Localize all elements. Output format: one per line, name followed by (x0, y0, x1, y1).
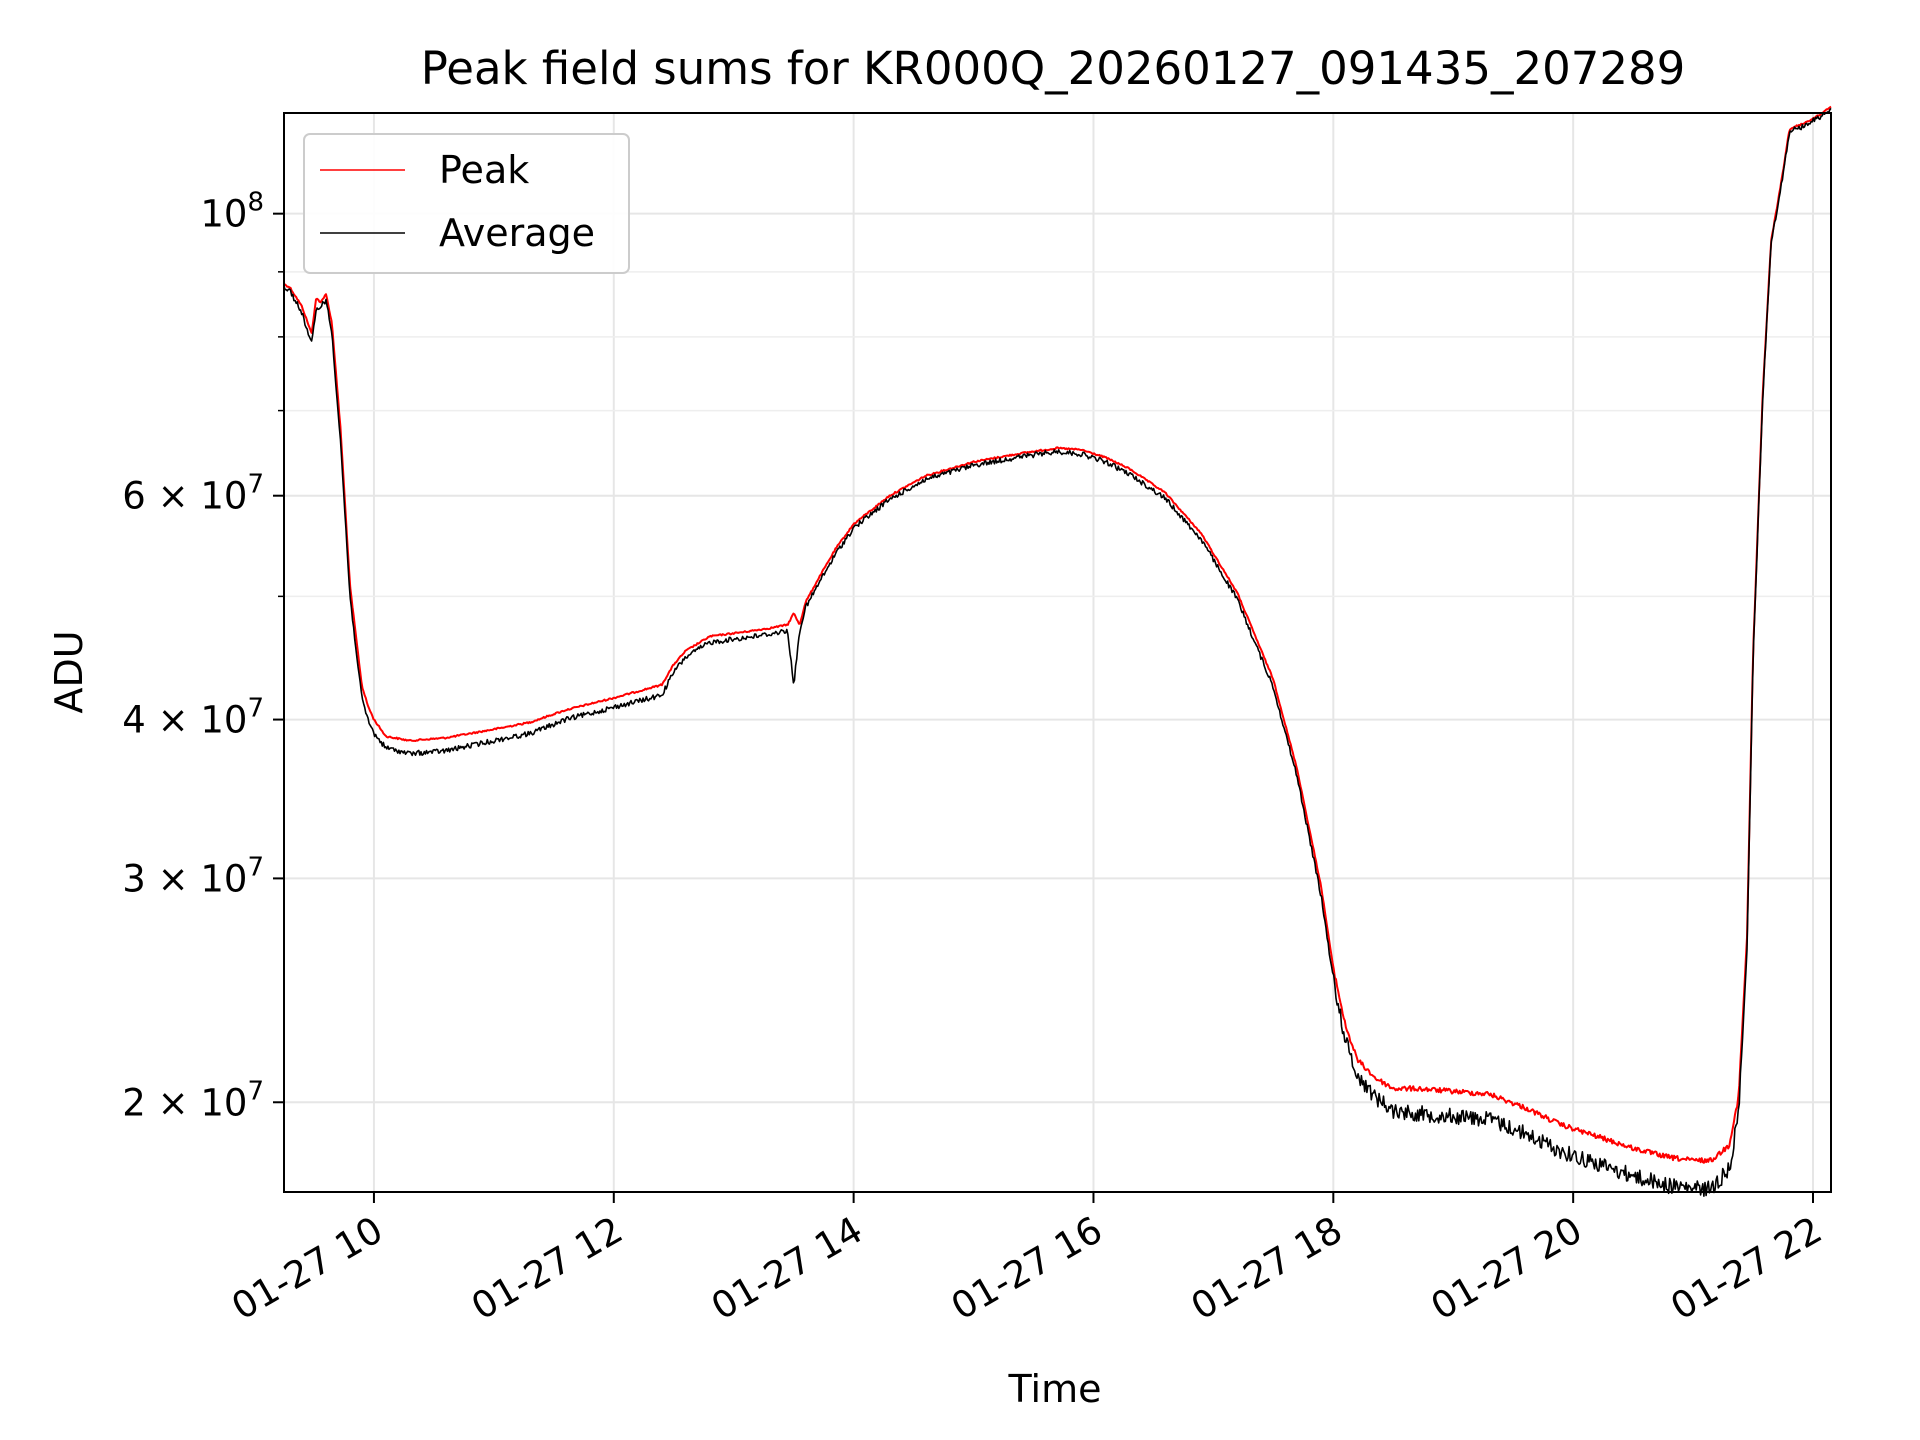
y-tick-label: 6 × 107 (122, 470, 264, 518)
y-axis: 2 × 107 3 × 107 4 × 107 6 × 107 108 (122, 188, 284, 1124)
plot-frame (283, 112, 1832, 1193)
legend: Peak Average (303, 133, 630, 274)
y-tick-label: 2 × 107 (122, 1076, 264, 1124)
plot-area (283, 105, 1832, 1197)
chart-title: Peak field sums for KR000Q_20260127_0914… (421, 42, 1685, 95)
y-tick-label: 4 × 107 (122, 694, 264, 742)
y-axis-label: ADU (47, 630, 91, 713)
legend-label-average: Average (439, 211, 595, 255)
y-tick-label: 3 × 107 (122, 852, 264, 900)
y-tick-label: 108 (200, 188, 264, 236)
series-line-average (283, 107, 1832, 1197)
legend-label-peak: Peak (439, 148, 529, 192)
series-line-peak (284, 105, 1832, 1164)
grid-lines (284, 113, 1831, 1192)
legend-box (303, 133, 630, 274)
x-axis-label: Time (1008, 1367, 1102, 1411)
